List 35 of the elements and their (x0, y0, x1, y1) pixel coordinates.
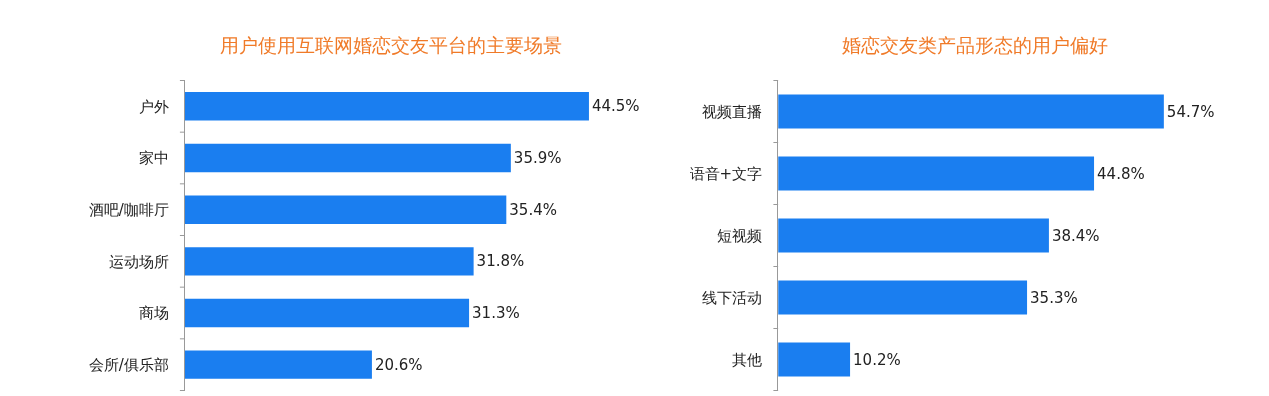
data-label: 31.8% (476, 252, 525, 271)
bar (184, 92, 589, 121)
bar (778, 218, 1049, 253)
data-label: 35.3% (1030, 288, 1078, 307)
bar (184, 143, 511, 173)
y-tick-label: 语音+文字 (689, 164, 763, 183)
bar (184, 350, 372, 379)
data-label: 44.8% (1097, 164, 1145, 183)
bar (778, 94, 1164, 129)
bar (184, 298, 470, 328)
y-tick-label: 户外 (138, 97, 169, 116)
data-label: 10.2% (853, 350, 901, 369)
data-label: 20.6% (374, 355, 423, 374)
chart-title: 用户使用互联网婚恋交友平台的主要场景 (220, 34, 562, 56)
y-tick-label: 视频直播 (702, 102, 763, 121)
y-tick-label: 家中 (138, 149, 169, 168)
data-label: 35.9% (513, 149, 562, 167)
chart-title: 婚恋交友类产品形态的用户偏好 (842, 34, 1108, 56)
bar (778, 156, 1095, 191)
data-label: 44.5% (591, 97, 640, 116)
data-label: 38.4% (1051, 226, 1100, 245)
data-label: 31.3% (472, 304, 520, 322)
y-tick-label: 商场 (138, 304, 169, 323)
data-label: 35.4% (509, 200, 557, 219)
data-label: 54.7% (1166, 102, 1215, 121)
bar (778, 342, 851, 377)
y-tick-label: 短视频 (717, 226, 763, 245)
bar (184, 247, 474, 276)
y-tick-label: 酒吧/咖啡厅 (88, 200, 169, 219)
y-tick-label: 线下活动 (702, 288, 763, 307)
y-tick-label: 其他 (732, 350, 763, 369)
y-tick-label: 会所/俱乐部 (88, 355, 169, 374)
bar (184, 195, 507, 224)
bar (778, 280, 1028, 315)
y-tick-label: 运动场所 (108, 252, 169, 271)
